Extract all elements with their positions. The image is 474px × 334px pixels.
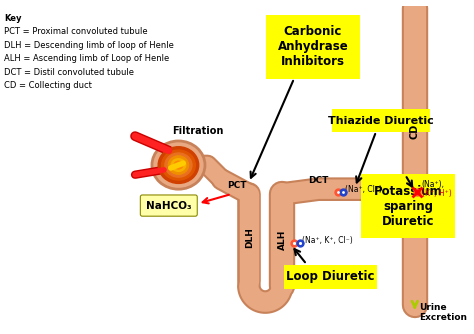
Ellipse shape: [162, 150, 195, 180]
Text: ALH: ALH: [278, 229, 287, 249]
Text: (Na⁺),: (Na⁺),: [421, 180, 445, 189]
Text: Urine
Excretion: Urine Excretion: [419, 303, 467, 322]
Text: PCT = Proximal convoluted tubule: PCT = Proximal convoluted tubule: [4, 27, 147, 36]
Text: Potassium
sparing
Diuretic: Potassium sparing Diuretic: [374, 185, 442, 227]
FancyBboxPatch shape: [140, 195, 197, 216]
Ellipse shape: [168, 156, 189, 174]
Text: Key: Key: [4, 14, 21, 23]
FancyBboxPatch shape: [266, 15, 360, 79]
Ellipse shape: [152, 141, 205, 189]
Ellipse shape: [174, 161, 183, 169]
Text: CD = Collecting duct: CD = Collecting duct: [4, 81, 92, 90]
Text: PCT: PCT: [228, 181, 247, 190]
FancyBboxPatch shape: [283, 266, 377, 289]
Text: Filtration: Filtration: [172, 126, 223, 136]
Text: DCT = Distil convoluted tubule: DCT = Distil convoluted tubule: [4, 68, 134, 76]
Text: CD: CD: [410, 124, 420, 139]
Text: DLH = Descending limb of loop of Henle: DLH = Descending limb of loop of Henle: [4, 41, 174, 50]
FancyBboxPatch shape: [332, 109, 430, 132]
Text: (Na⁺, Cl⁻): (Na⁺, Cl⁻): [346, 185, 382, 194]
Text: NaHCO₃: NaHCO₃: [146, 201, 191, 210]
Text: (K⁺, H⁺): (K⁺, H⁺): [421, 189, 451, 198]
Text: DLH: DLH: [246, 227, 255, 248]
Text: DCT: DCT: [308, 176, 328, 185]
FancyBboxPatch shape: [361, 174, 456, 238]
Ellipse shape: [165, 153, 192, 177]
Text: Loop Diuretic: Loop Diuretic: [286, 271, 374, 284]
Text: Carbonic
Anhydrase
Inhibitors: Carbonic Anhydrase Inhibitors: [278, 25, 348, 68]
Text: ALH = Ascending limb of Loop of Henle: ALH = Ascending limb of Loop of Henle: [4, 54, 169, 63]
Ellipse shape: [158, 147, 199, 183]
Text: Thiazide Diuretic: Thiazide Diuretic: [328, 116, 434, 126]
Ellipse shape: [171, 159, 186, 171]
Text: (Na⁺, K⁺, Cl⁻): (Na⁺, K⁺, Cl⁻): [302, 236, 353, 245]
